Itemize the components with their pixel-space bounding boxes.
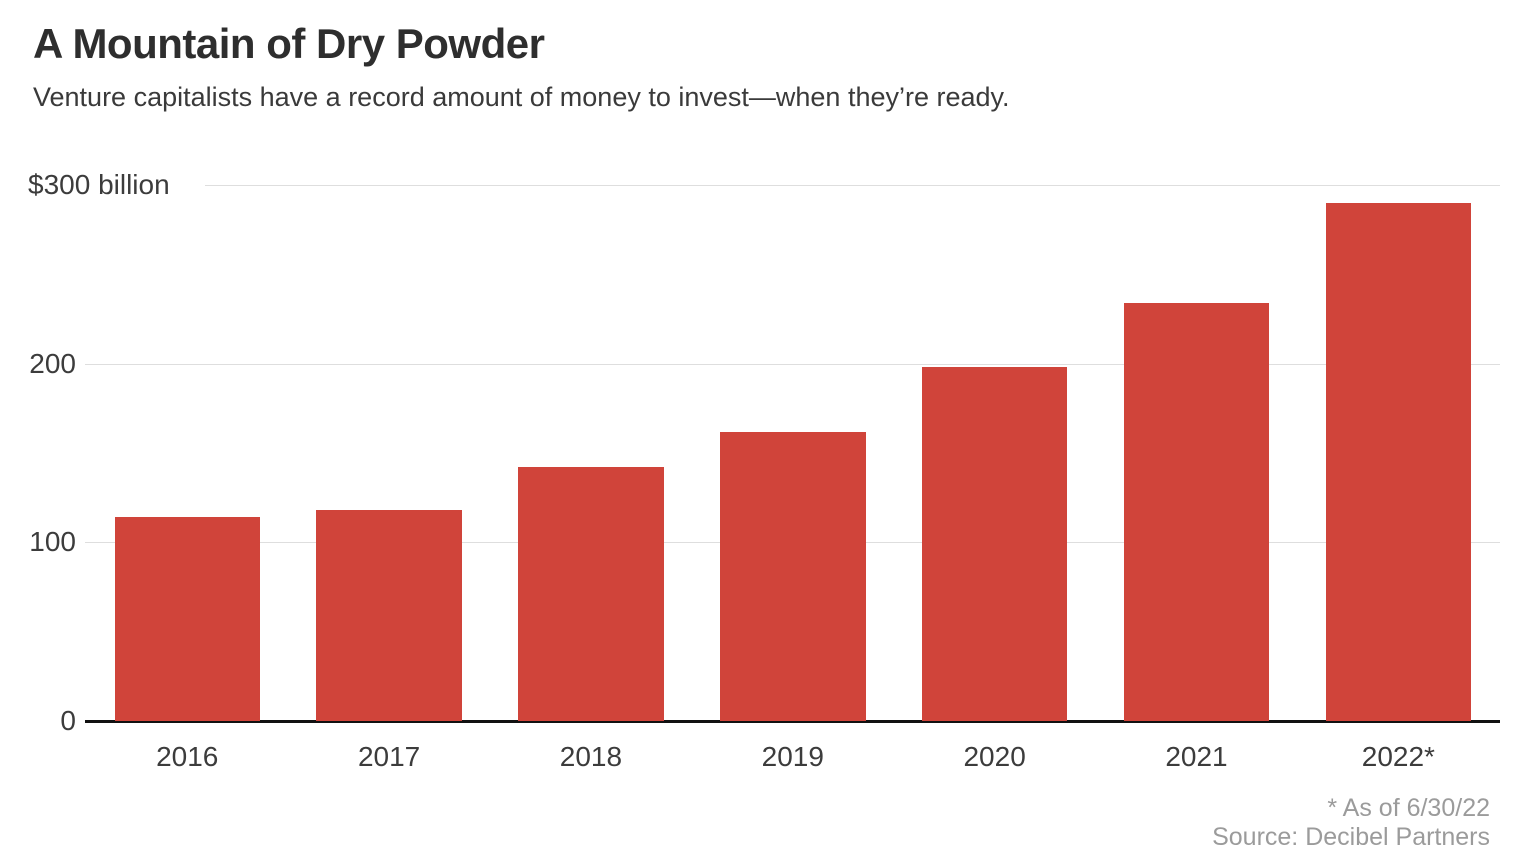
y-tick-label-200: 200 [29, 347, 76, 379]
x-tick-label-2018: 2018 [559, 741, 623, 772]
x-tick-label-2022*: 2022* [1361, 741, 1435, 772]
bar-2022* [1325, 202, 1472, 721]
x-tick-label-2020: 2020 [963, 741, 1026, 772]
bar-2018 [518, 467, 664, 721]
bar-2017 [316, 510, 462, 721]
chart-footnote: * As of 6/30/22 Source: Decibel Partners [1212, 794, 1490, 852]
y-tick-label-0: 0 [60, 705, 76, 736]
x-tick-label-2021: 2021 [1165, 741, 1228, 772]
bar-2021 [1123, 302, 1270, 721]
bar-2019 [720, 431, 866, 721]
x-tick-label-2017: 2017 [357, 741, 421, 772]
x-axis-line [85, 720, 1500, 723]
chart-subtitle: Venture capitalists have a record amount… [33, 82, 1010, 112]
gridline-200 [85, 363, 1500, 365]
y-tick-label-100: 100 [29, 526, 76, 558]
x-tick-label-2016: 2016 [156, 741, 219, 772]
bar-2020 [921, 367, 1068, 721]
bar-2016 [114, 517, 260, 721]
gridline-300 [205, 185, 1500, 186]
footnote-asterisk-note: * As of 6/30/22 [1327, 794, 1490, 822]
x-tick-label-2019: 2019 [761, 741, 824, 772]
page-title: A Mountain of Dry Powder [33, 20, 545, 67]
y-tick-label-300: $300 billion [28, 169, 170, 200]
footnote-source: Source: Decibel Partners [1212, 823, 1490, 851]
